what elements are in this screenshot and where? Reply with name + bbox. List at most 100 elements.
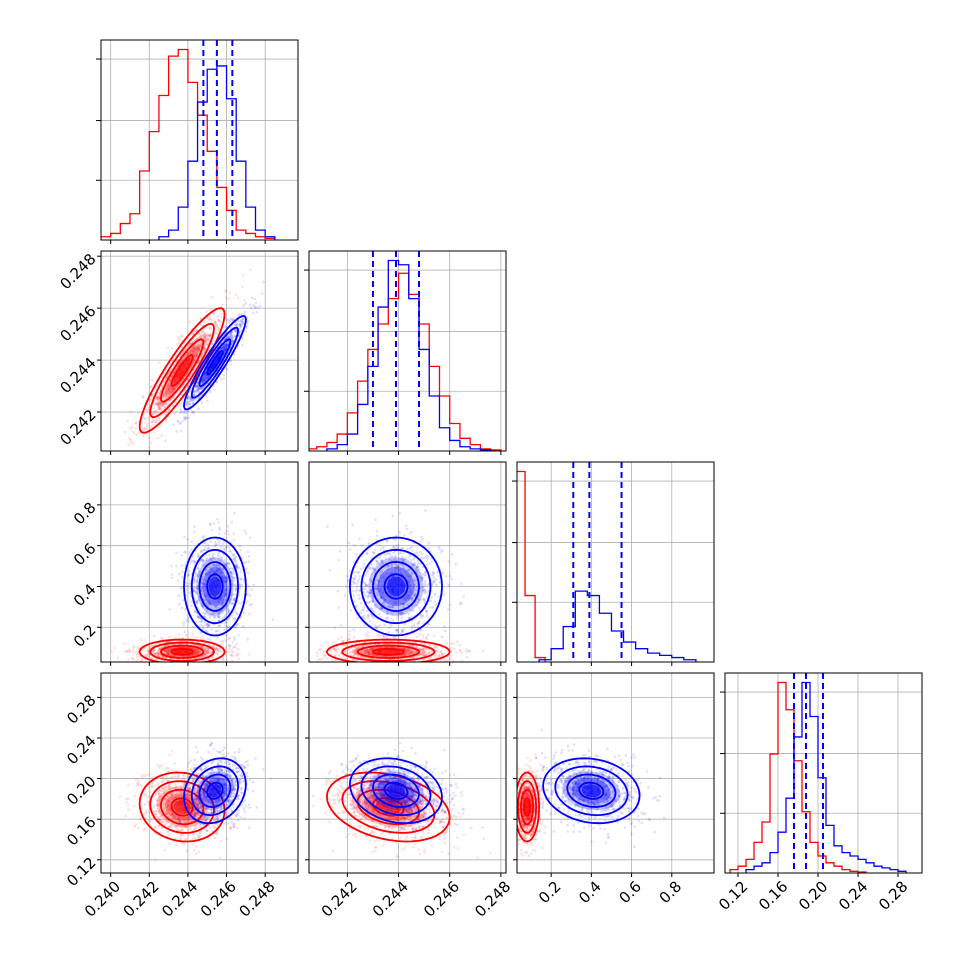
sample-point [208, 624, 211, 627]
sample-point [152, 412, 156, 415]
sample-point [355, 646, 359, 650]
sample-point [238, 323, 241, 327]
sample-point [228, 291, 232, 295]
sample-point [125, 650, 128, 653]
sample-point [443, 652, 446, 655]
sample-point [129, 438, 132, 442]
sample-point [200, 620, 204, 624]
sample-point [242, 611, 246, 615]
sample-point [196, 380, 200, 384]
sample-point [193, 344, 197, 347]
sample-point [164, 390, 167, 393]
sample-point [392, 636, 396, 639]
sample-point [203, 650, 207, 653]
sample-point [217, 613, 221, 616]
sample-point [141, 428, 145, 432]
panel-frame [100, 250, 299, 452]
sample-point [124, 650, 128, 653]
sample-point [215, 568, 219, 572]
sample-point [224, 593, 228, 596]
sample-point [225, 580, 228, 584]
sample-point [205, 548, 209, 552]
sample-point [237, 313, 240, 317]
sample-point [236, 647, 239, 651]
sample-point [171, 358, 175, 362]
sample-point [148, 424, 152, 428]
sample-point [173, 387, 176, 391]
sample-point [195, 586, 198, 590]
sample-point [319, 658, 322, 661]
sample-point [379, 548, 383, 551]
sample-point [225, 562, 229, 566]
sample-point [212, 563, 216, 566]
sample-point [218, 526, 221, 530]
sample-point [131, 441, 135, 445]
sample-point [161, 655, 165, 658]
sample-point [155, 395, 159, 399]
sample-point [201, 605, 204, 609]
sample-point [451, 659, 455, 662]
sample-point [214, 321, 217, 325]
sample-point [446, 658, 449, 662]
sample-point [167, 408, 171, 411]
sample-point [407, 663, 410, 666]
sample-point [352, 636, 356, 639]
sample-point [225, 621, 228, 624]
sample-point [196, 351, 199, 355]
sample-point [167, 648, 171, 652]
sample-point [151, 662, 154, 665]
sample-point [195, 349, 198, 352]
sample-point [188, 401, 192, 404]
sample-point [231, 576, 235, 580]
sample-point [208, 337, 212, 340]
sample-point [153, 657, 156, 661]
sample-point [205, 648, 208, 651]
sample-point [215, 652, 219, 656]
sample-point [168, 653, 171, 657]
sample-point [193, 637, 196, 641]
sample-point [214, 647, 217, 651]
sample-point [402, 647, 406, 651]
sample-point [200, 550, 203, 553]
sample-point [141, 394, 145, 398]
sample-point [348, 633, 351, 637]
sample-point [192, 652, 195, 656]
sample-point [209, 558, 212, 561]
sample-point [369, 647, 372, 651]
sample-point [226, 578, 229, 582]
sample-point [220, 649, 224, 653]
sample-point [221, 602, 224, 605]
sample-point [194, 354, 198, 357]
sample-point [197, 385, 200, 389]
sample-point [225, 605, 229, 608]
sample-point [191, 633, 195, 636]
sample-point [152, 423, 155, 426]
sample-point [215, 323, 218, 326]
sample-point [204, 372, 207, 376]
y-tick-label: 0.246 [56, 302, 99, 345]
sample-point [343, 657, 347, 660]
sample-point [198, 650, 201, 654]
sample-point [202, 380, 206, 383]
sample-point [180, 402, 184, 405]
sample-point [175, 551, 178, 555]
sample-point [133, 651, 136, 654]
sample-point [190, 349, 193, 353]
sample-point [199, 623, 202, 627]
sample-point [187, 657, 191, 660]
sample-point [155, 402, 159, 405]
sample-point [179, 354, 182, 357]
sample-point [212, 564, 215, 567]
sample-point [145, 424, 149, 427]
sample-point [203, 334, 207, 338]
sample-point [204, 339, 208, 342]
sample-point [161, 394, 165, 398]
sample-point [193, 525, 196, 528]
sample-point [430, 560, 434, 563]
sample-point [201, 559, 205, 563]
sample-point [192, 648, 196, 652]
sample-point [207, 547, 210, 550]
sample-point [206, 602, 209, 606]
sample-point [233, 556, 237, 560]
sample-point [218, 319, 222, 323]
